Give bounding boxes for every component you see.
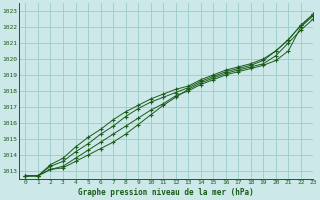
X-axis label: Graphe pression niveau de la mer (hPa): Graphe pression niveau de la mer (hPa) bbox=[78, 188, 254, 197]
